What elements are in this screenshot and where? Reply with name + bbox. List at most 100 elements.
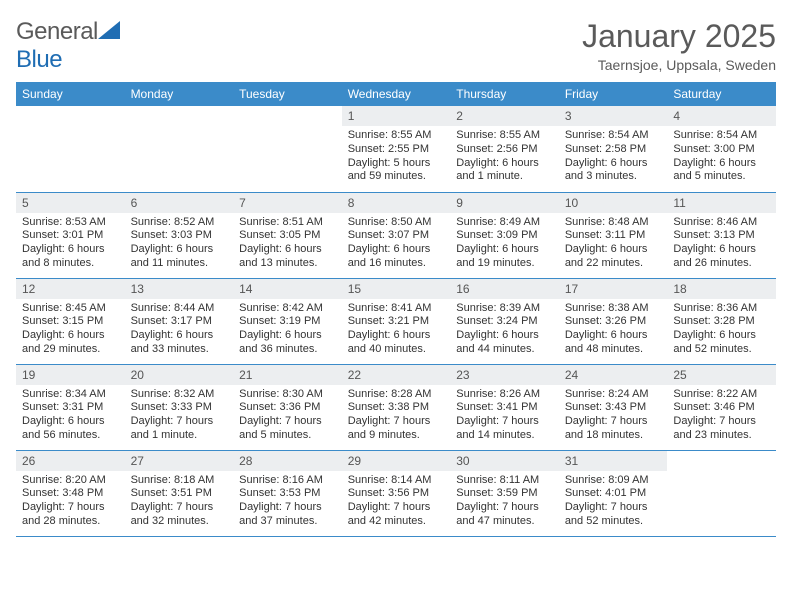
- daylight-line: and 26 minutes.: [673, 257, 770, 271]
- daylight-line: and 33 minutes.: [131, 343, 228, 357]
- sunset-line: Sunset: 3:38 PM: [348, 401, 445, 415]
- calendar-day-cell: 19Sunrise: 8:34 AMSunset: 3:31 PMDayligh…: [16, 364, 125, 450]
- calendar-day-cell: 1Sunrise: 8:55 AMSunset: 2:55 PMDaylight…: [342, 106, 451, 192]
- day-info: Sunrise: 8:30 AMSunset: 3:36 PMDaylight:…: [233, 385, 342, 447]
- calendar-day-cell: [125, 106, 234, 192]
- calendar-day-cell: [233, 106, 342, 192]
- sunrise-line: Sunrise: 8:11 AM: [456, 474, 553, 488]
- day-number: 23: [450, 365, 559, 385]
- day-info: Sunrise: 8:28 AMSunset: 3:38 PMDaylight:…: [342, 385, 451, 447]
- daylight-line: and 14 minutes.: [456, 429, 553, 443]
- daylight-line: and 44 minutes.: [456, 343, 553, 357]
- daylight-line: and 3 minutes.: [565, 170, 662, 184]
- sunset-line: Sunset: 3:07 PM: [348, 229, 445, 243]
- calendar-week-row: 12Sunrise: 8:45 AMSunset: 3:15 PMDayligh…: [16, 278, 776, 364]
- daylight-line: and 8 minutes.: [22, 257, 119, 271]
- day-info: Sunrise: 8:48 AMSunset: 3:11 PMDaylight:…: [559, 213, 668, 275]
- calendar-day-cell: 12Sunrise: 8:45 AMSunset: 3:15 PMDayligh…: [16, 278, 125, 364]
- sunset-line: Sunset: 3:56 PM: [348, 487, 445, 501]
- sunrise-line: Sunrise: 8:48 AM: [565, 216, 662, 230]
- sunset-line: Sunset: 3:05 PM: [239, 229, 336, 243]
- sunrise-line: Sunrise: 8:14 AM: [348, 474, 445, 488]
- daylight-line: and 9 minutes.: [348, 429, 445, 443]
- weekday-header: Tuesday: [233, 82, 342, 106]
- daylight-line: Daylight: 6 hours: [348, 243, 445, 257]
- calendar-day-cell: 24Sunrise: 8:24 AMSunset: 3:43 PMDayligh…: [559, 364, 668, 450]
- day-info: Sunrise: 8:42 AMSunset: 3:19 PMDaylight:…: [233, 299, 342, 361]
- weekday-header: Sunday: [16, 82, 125, 106]
- day-number: 29: [342, 451, 451, 471]
- daylight-line: and 13 minutes.: [239, 257, 336, 271]
- daylight-line: Daylight: 6 hours: [239, 243, 336, 257]
- sunrise-line: Sunrise: 8:34 AM: [22, 388, 119, 402]
- day-number: 11: [667, 193, 776, 213]
- daylight-line: Daylight: 6 hours: [22, 243, 119, 257]
- calendar-day-cell: 27Sunrise: 8:18 AMSunset: 3:51 PMDayligh…: [125, 450, 234, 536]
- daylight-line: and 28 minutes.: [22, 515, 119, 529]
- day-number: 19: [16, 365, 125, 385]
- day-info: Sunrise: 8:39 AMSunset: 3:24 PMDaylight:…: [450, 299, 559, 361]
- sunrise-line: Sunrise: 8:50 AM: [348, 216, 445, 230]
- day-info: Sunrise: 8:50 AMSunset: 3:07 PMDaylight:…: [342, 213, 451, 275]
- calendar-day-cell: 22Sunrise: 8:28 AMSunset: 3:38 PMDayligh…: [342, 364, 451, 450]
- calendar-day-cell: 16Sunrise: 8:39 AMSunset: 3:24 PMDayligh…: [450, 278, 559, 364]
- daylight-line: and 37 minutes.: [239, 515, 336, 529]
- sunrise-line: Sunrise: 8:44 AM: [131, 302, 228, 316]
- sunrise-line: Sunrise: 8:28 AM: [348, 388, 445, 402]
- daylight-line: and 32 minutes.: [131, 515, 228, 529]
- day-info: Sunrise: 8:53 AMSunset: 3:01 PMDaylight:…: [16, 213, 125, 275]
- daylight-line: Daylight: 7 hours: [348, 415, 445, 429]
- daylight-line: Daylight: 7 hours: [131, 501, 228, 515]
- day-info: Sunrise: 8:41 AMSunset: 3:21 PMDaylight:…: [342, 299, 451, 361]
- daylight-line: and 1 minute.: [131, 429, 228, 443]
- day-number: 15: [342, 279, 451, 299]
- day-info: Sunrise: 8:54 AMSunset: 2:58 PMDaylight:…: [559, 126, 668, 188]
- sunrise-line: Sunrise: 8:42 AM: [239, 302, 336, 316]
- daylight-line: and 59 minutes.: [348, 170, 445, 184]
- title-block: January 2025 Taernsjoe, Uppsala, Sweden: [582, 18, 776, 73]
- weekday-header: Friday: [559, 82, 668, 106]
- calendar-day-cell: 29Sunrise: 8:14 AMSunset: 3:56 PMDayligh…: [342, 450, 451, 536]
- day-number: 6: [125, 193, 234, 213]
- sunset-line: Sunset: 2:58 PM: [565, 143, 662, 157]
- day-info: Sunrise: 8:26 AMSunset: 3:41 PMDaylight:…: [450, 385, 559, 447]
- day-number: 26: [16, 451, 125, 471]
- calendar-day-cell: 2Sunrise: 8:55 AMSunset: 2:56 PMDaylight…: [450, 106, 559, 192]
- logo-text: General Blue: [16, 18, 120, 74]
- day-number: 30: [450, 451, 559, 471]
- calendar-header-row: Sunday Monday Tuesday Wednesday Thursday…: [16, 82, 776, 106]
- day-number: 22: [342, 365, 451, 385]
- sunrise-line: Sunrise: 8:38 AM: [565, 302, 662, 316]
- daylight-line: Daylight: 6 hours: [673, 157, 770, 171]
- daylight-line: and 42 minutes.: [348, 515, 445, 529]
- sunset-line: Sunset: 3:28 PM: [673, 315, 770, 329]
- daylight-line: Daylight: 6 hours: [131, 243, 228, 257]
- daylight-line: and 5 minutes.: [673, 170, 770, 184]
- daylight-line: Daylight: 5 hours: [348, 157, 445, 171]
- day-info: Sunrise: 8:54 AMSunset: 3:00 PMDaylight:…: [667, 126, 776, 188]
- day-number: 5: [16, 193, 125, 213]
- calendar-day-cell: [16, 106, 125, 192]
- day-number: 1: [342, 106, 451, 126]
- calendar-day-cell: 15Sunrise: 8:41 AMSunset: 3:21 PMDayligh…: [342, 278, 451, 364]
- day-info: Sunrise: 8:52 AMSunset: 3:03 PMDaylight:…: [125, 213, 234, 275]
- sunset-line: Sunset: 3:53 PM: [239, 487, 336, 501]
- sunset-line: Sunset: 3:59 PM: [456, 487, 553, 501]
- sunrise-line: Sunrise: 8:46 AM: [673, 216, 770, 230]
- calendar-day-cell: 31Sunrise: 8:09 AMSunset: 4:01 PMDayligh…: [559, 450, 668, 536]
- daylight-line: and 1 minute.: [456, 170, 553, 184]
- sunset-line: Sunset: 4:01 PM: [565, 487, 662, 501]
- daylight-line: Daylight: 6 hours: [456, 243, 553, 257]
- sunset-line: Sunset: 3:15 PM: [22, 315, 119, 329]
- day-number: 14: [233, 279, 342, 299]
- daylight-line: Daylight: 7 hours: [673, 415, 770, 429]
- daylight-line: and 18 minutes.: [565, 429, 662, 443]
- day-number: 13: [125, 279, 234, 299]
- daylight-line: Daylight: 7 hours: [239, 415, 336, 429]
- daylight-line: Daylight: 6 hours: [565, 157, 662, 171]
- daylight-line: and 5 minutes.: [239, 429, 336, 443]
- day-info: Sunrise: 8:45 AMSunset: 3:15 PMDaylight:…: [16, 299, 125, 361]
- logo: General Blue: [16, 18, 120, 74]
- calendar-day-cell: 18Sunrise: 8:36 AMSunset: 3:28 PMDayligh…: [667, 278, 776, 364]
- day-number: 9: [450, 193, 559, 213]
